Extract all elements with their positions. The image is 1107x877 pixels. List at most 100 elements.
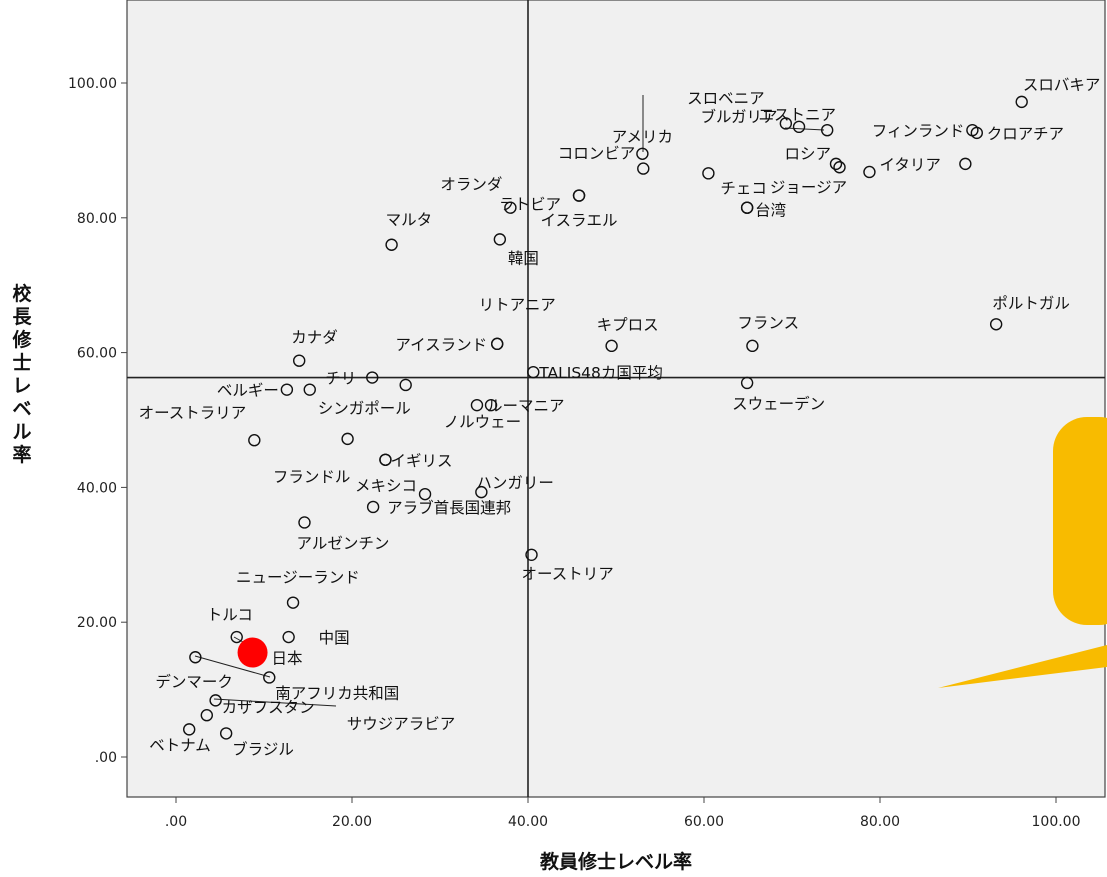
y-tick-label: .00 [95, 750, 117, 766]
point-label: オーストリア [522, 565, 614, 583]
x-axis-title: 教員修士レベル率 [540, 850, 692, 873]
point-label: イスラエル [541, 212, 618, 230]
y-tick-label: 80.00 [77, 211, 117, 227]
scatter-point [418, 487, 432, 501]
y-tick-label: 20.00 [77, 615, 117, 631]
label-connector [213, 698, 337, 707]
scatter-point [572, 189, 586, 202]
point-label: サウジアラビア [347, 715, 456, 733]
scatter-point [1015, 95, 1028, 109]
scatter-point [493, 233, 507, 246]
scatter-point [470, 398, 484, 412]
scatter-point [989, 318, 1003, 331]
point-label: トルコ [207, 606, 253, 624]
scatter-point [182, 723, 196, 736]
point-label: ハンガリー [476, 474, 554, 492]
scatter-point [282, 630, 295, 644]
scatter-point [605, 339, 618, 353]
scatter-point [504, 201, 517, 214]
point-label: ジョージア [770, 179, 847, 197]
scatter-point [298, 516, 311, 529]
point-label: シンガポール [318, 400, 411, 418]
point-label: ルーマニア [487, 397, 565, 415]
point-label: スロベニア [687, 89, 765, 107]
scatter-point [286, 596, 300, 609]
point-label: オーストラリア [139, 404, 247, 422]
scatter-point [341, 432, 354, 446]
x-tick-label: 60.00 [684, 814, 724, 830]
scatter-point [779, 117, 793, 130]
scatter-point [970, 126, 983, 140]
point-label: ロシア [784, 145, 831, 163]
point-label: ベトナム [149, 736, 211, 754]
x-tick-label: 80.00 [860, 814, 900, 830]
point-label: マルタ [386, 211, 433, 229]
point-label: 台湾 [755, 202, 786, 220]
y-tick-label: 60.00 [77, 346, 117, 362]
point-label: 南アフリカ共和国 [275, 684, 399, 702]
callout-bubble [938, 417, 1107, 688]
scatter-point [475, 485, 488, 499]
y-tick-label: 100.00 [68, 76, 117, 92]
scatter-point [219, 727, 233, 740]
point-label: イタリア [879, 156, 940, 174]
point-label: リトアニア [479, 296, 556, 314]
point-label: ニュージーランド [236, 569, 360, 587]
scatter-point [740, 201, 754, 214]
point-label: ノルウェー [444, 413, 522, 431]
scatter-point [702, 167, 715, 180]
point-label: 中国 [319, 629, 350, 647]
point-label: アラブ首長国連邦 [387, 498, 511, 517]
highlight-marker [237, 637, 268, 668]
point-label: コロンビア [558, 145, 636, 163]
point-label: エストニア [758, 106, 836, 124]
scatter-point [484, 398, 498, 412]
scatter-point [525, 548, 538, 561]
scatter-point [303, 383, 316, 396]
scatter-point [385, 238, 398, 251]
highlight-label: 日本 [272, 650, 303, 668]
point-label: ポルトガル [992, 294, 1070, 312]
scatter-point [863, 165, 876, 179]
point-label: クロアチア [987, 125, 1064, 143]
scatter-point [746, 339, 759, 353]
callout-tail [938, 645, 1107, 688]
y-axis-ticks: .00 20.00 40.00 60.00 80.00 100.00 [68, 76, 127, 766]
scatter-point [959, 157, 972, 171]
scatter-point [280, 383, 294, 396]
point-label: 韓国 [508, 249, 539, 267]
scatter-point [636, 147, 649, 160]
scatter-point [829, 157, 843, 171]
point-label: ブラジル [232, 739, 294, 758]
point-label: フィンランド [872, 122, 965, 140]
scatter-point [527, 365, 540, 379]
point-label: カナダ [291, 329, 338, 347]
point-label: ベルギー [217, 382, 279, 400]
point-label: イギリス [390, 452, 452, 470]
label-connector [194, 655, 271, 678]
reference-lines [127, 0, 1105, 797]
x-tick-label: 20.00 [332, 814, 372, 830]
point-label: ブルガリア [701, 107, 778, 126]
point-label: フランス [737, 314, 799, 332]
point-label: チェコ [720, 179, 767, 197]
point-label: スウェーデン [732, 394, 825, 413]
callout-box [1053, 417, 1107, 625]
y-tick-label: 40.00 [77, 480, 117, 496]
point-label: スロバキア [1023, 76, 1101, 94]
scatter-point [263, 671, 276, 684]
scatter-point [637, 162, 650, 175]
point-label: デンマーク [155, 672, 233, 691]
x-tick-label: .00 [165, 814, 187, 830]
scatter-point [379, 453, 392, 466]
scatter-point [740, 376, 754, 390]
point-label: アルゼンチン [296, 534, 389, 552]
scatter-point [491, 337, 504, 351]
plot-background [126, 0, 1106, 798]
scatter-point [293, 354, 306, 367]
data-points [182, 95, 1028, 740]
point-label: アイスランド [395, 336, 487, 354]
point-label: TALIS48カ国平均 [538, 364, 663, 382]
x-tick-label: 100.00 [1032, 814, 1081, 830]
